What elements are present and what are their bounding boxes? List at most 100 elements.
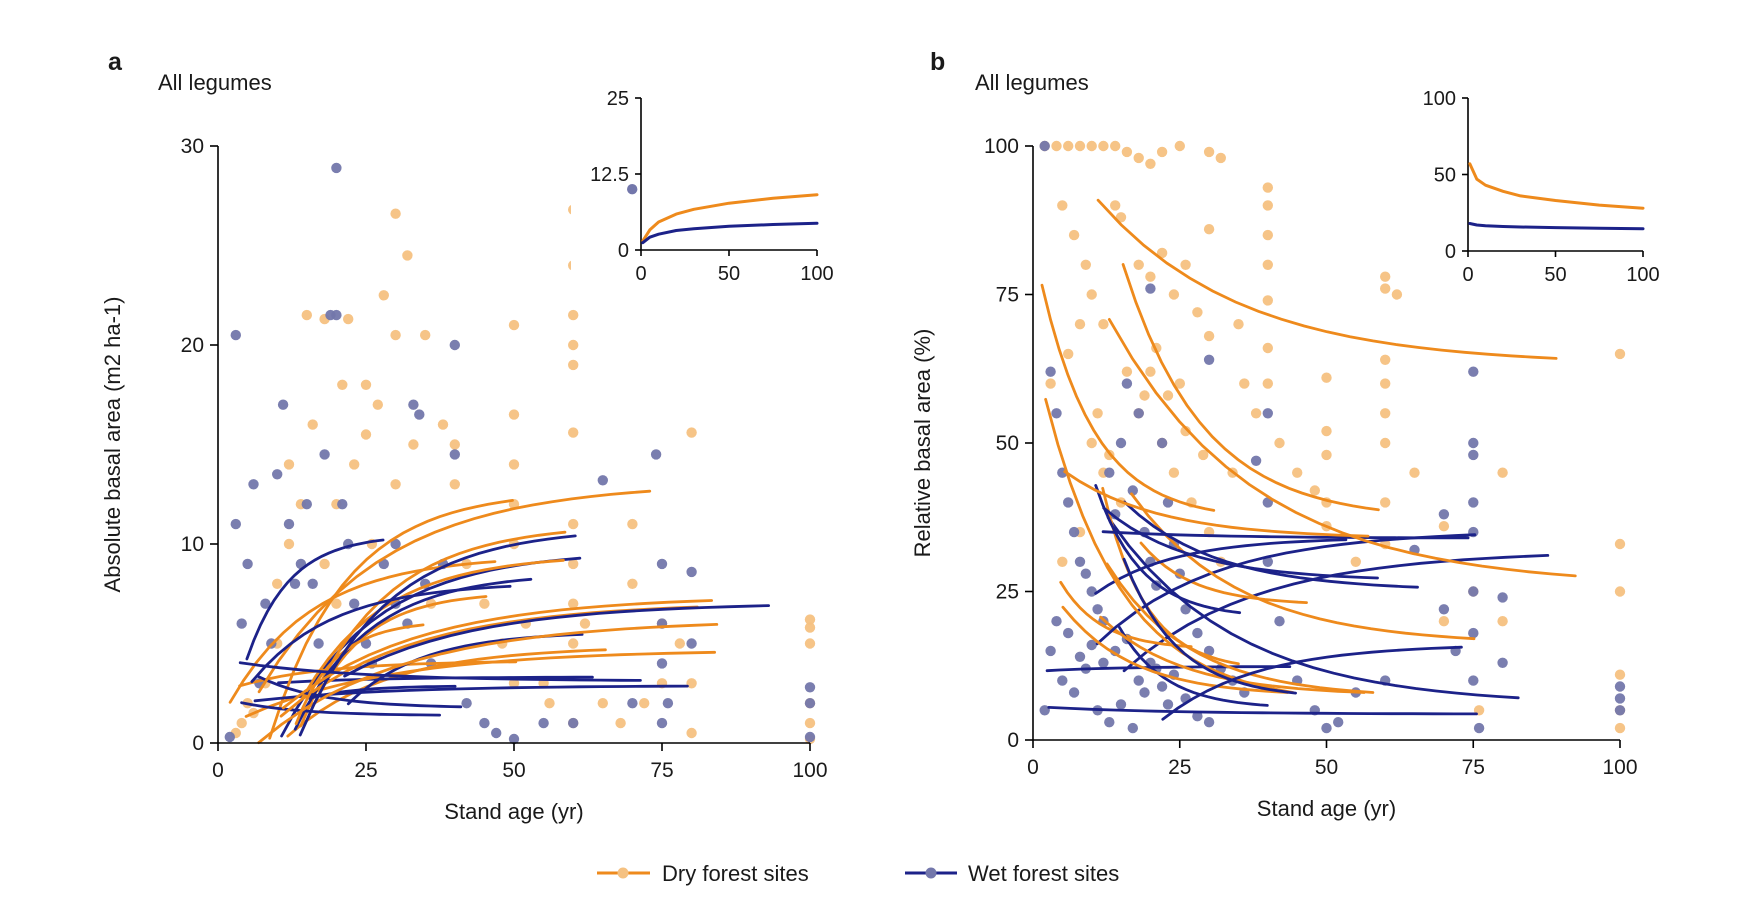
inset-y-tick-label: 0 bbox=[1445, 241, 1456, 263]
wet-fit-line bbox=[1094, 538, 1348, 595]
dry-point bbox=[1133, 259, 1144, 270]
wet-point bbox=[242, 558, 253, 570]
dry-fit-line bbox=[257, 623, 719, 744]
wet-point bbox=[479, 717, 490, 729]
dry-point bbox=[372, 399, 383, 410]
x-tick-label: 100 bbox=[792, 759, 827, 782]
dry-point bbox=[402, 250, 413, 261]
wet-fit-line bbox=[250, 584, 512, 683]
dry-point bbox=[1438, 521, 1450, 532]
dry-point bbox=[283, 459, 295, 470]
wet-fit-line bbox=[1045, 665, 1292, 673]
dry-point bbox=[804, 622, 816, 633]
wet-point bbox=[1473, 722, 1485, 734]
dry-point bbox=[1497, 467, 1508, 478]
wet-point bbox=[1057, 675, 1068, 686]
wet-point bbox=[1092, 604, 1103, 615]
dry-point bbox=[1614, 586, 1626, 597]
dry-point bbox=[674, 638, 685, 649]
dry-point bbox=[1215, 152, 1227, 164]
y-axis-label: Relative basal area (%) bbox=[910, 329, 935, 558]
dry-point bbox=[1180, 425, 1191, 437]
wet-fit-line bbox=[1094, 483, 1242, 615]
wet-point bbox=[349, 598, 360, 609]
dry-point bbox=[1092, 408, 1103, 419]
wet-point bbox=[1468, 449, 1479, 461]
wet-point bbox=[568, 717, 579, 729]
dry-point bbox=[1121, 366, 1133, 377]
dry-fit-line bbox=[309, 595, 488, 711]
dry-point bbox=[1168, 289, 1180, 300]
dry-point bbox=[1250, 408, 1262, 419]
wet-point bbox=[1192, 711, 1203, 722]
wet-fit-line bbox=[245, 538, 385, 661]
dry-point bbox=[449, 439, 460, 450]
dry-point bbox=[1262, 295, 1274, 306]
x-tick-label: 100 bbox=[1602, 756, 1637, 779]
dry-point bbox=[568, 359, 579, 371]
dry-point bbox=[1086, 140, 1097, 152]
wet-point bbox=[804, 698, 816, 709]
wet-point bbox=[230, 329, 241, 341]
wet-point bbox=[1192, 627, 1203, 639]
dry-point bbox=[1063, 140, 1074, 152]
dry-point bbox=[1262, 229, 1274, 241]
wet-point bbox=[1180, 604, 1191, 615]
dry-point bbox=[627, 518, 638, 530]
dry-point bbox=[1156, 146, 1168, 158]
wet-point bbox=[1468, 675, 1479, 686]
wet-point bbox=[1063, 497, 1074, 508]
panel-letter: a bbox=[108, 48, 123, 76]
dry-point bbox=[1192, 307, 1203, 318]
dry-point bbox=[1274, 437, 1285, 449]
wet-point bbox=[686, 638, 697, 649]
dry-fit-line bbox=[1121, 263, 1380, 512]
wet-point bbox=[313, 638, 324, 649]
dry-point bbox=[1098, 140, 1109, 152]
wet-fit-line bbox=[256, 675, 463, 709]
wet-point bbox=[656, 558, 668, 570]
y-tick-label: 25 bbox=[996, 581, 1019, 604]
dry-point bbox=[1080, 259, 1092, 270]
dry-point bbox=[1086, 289, 1097, 300]
wet-fit-line bbox=[240, 701, 442, 717]
dry-point bbox=[319, 558, 330, 570]
wet-point bbox=[662, 698, 674, 709]
wet-point bbox=[1068, 526, 1080, 538]
dry-point bbox=[408, 439, 419, 450]
wet-point bbox=[272, 469, 283, 480]
inset-x-tick-label: 100 bbox=[800, 263, 833, 285]
dry-point bbox=[1380, 408, 1391, 419]
legend-dry-label: Dry forest sites bbox=[662, 861, 809, 886]
dry-point bbox=[1391, 289, 1403, 300]
wet-point bbox=[1468, 366, 1479, 377]
dry-point bbox=[1292, 467, 1303, 478]
wet-point bbox=[1121, 378, 1133, 389]
wet-point bbox=[1156, 681, 1168, 692]
wet-point bbox=[1321, 722, 1332, 734]
dry-point bbox=[349, 459, 360, 470]
wet-point bbox=[1045, 366, 1056, 377]
dry-point bbox=[1198, 449, 1209, 461]
dry-point bbox=[1233, 319, 1244, 330]
dry-point bbox=[420, 329, 431, 341]
dry-point bbox=[236, 717, 247, 729]
data-points bbox=[224, 162, 816, 745]
dry-point bbox=[1168, 467, 1180, 478]
dry-fit-line bbox=[1096, 198, 1558, 360]
wet-point bbox=[804, 731, 816, 743]
wet-point bbox=[1039, 140, 1050, 152]
dry-fit-line bbox=[1107, 317, 1577, 578]
x-tick-label: 50 bbox=[1315, 756, 1338, 779]
wet-point bbox=[1068, 687, 1080, 698]
wet-point bbox=[1262, 408, 1274, 419]
dry-point bbox=[1086, 437, 1097, 449]
dry-fit-line bbox=[1105, 562, 1375, 694]
wet-fit-line bbox=[1101, 530, 1470, 540]
wet-point bbox=[1080, 568, 1092, 579]
wet-fit-line bbox=[1161, 645, 1463, 721]
dry-point bbox=[1063, 348, 1074, 360]
x-tick-label: 75 bbox=[1462, 756, 1485, 779]
dry-fit-line bbox=[1040, 283, 1216, 512]
wet-point bbox=[1497, 657, 1508, 668]
